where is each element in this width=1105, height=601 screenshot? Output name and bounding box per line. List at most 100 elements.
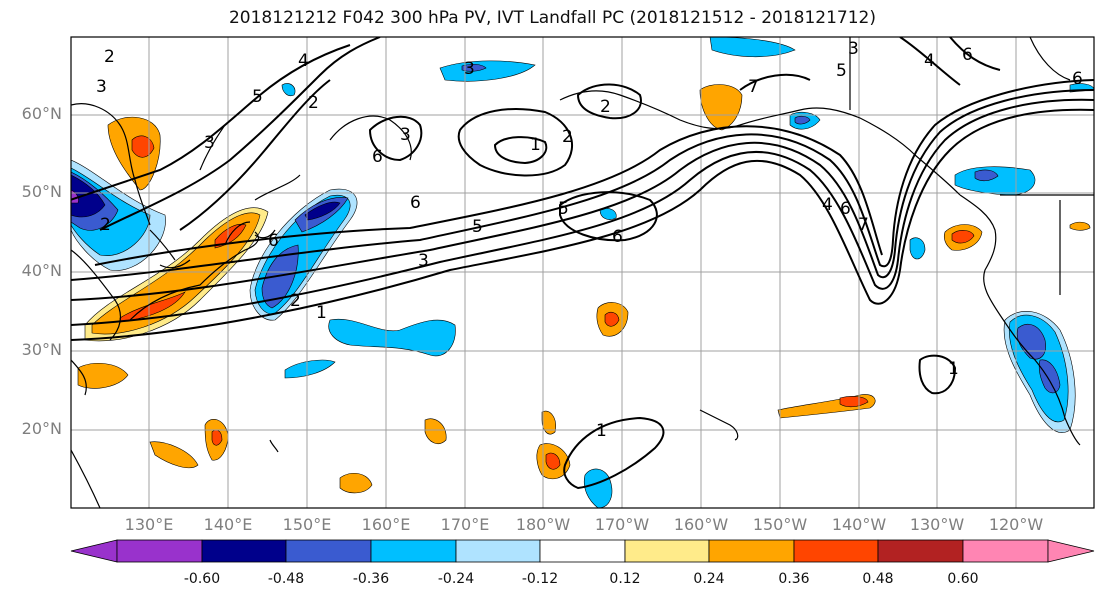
- contour-label: 2: [308, 93, 319, 113]
- colorbar-high-extension: [1047, 539, 1095, 563]
- colorbar-bin: [116, 539, 203, 563]
- contour-label: 1: [316, 303, 327, 323]
- lat-label: 30°N: [21, 340, 62, 359]
- lat-label: 60°N: [21, 104, 62, 123]
- ivt-shading: [71, 37, 1094, 508]
- contour-label: 3: [96, 77, 107, 97]
- colorbar-tick-label: -0.36: [352, 571, 390, 587]
- ivt-positive-region: [149, 441, 199, 469]
- colorbar: [70, 539, 1095, 563]
- map-title: 2018121212 F042 300 hPa PV, IVT Landfall…: [228, 8, 876, 28]
- contour-labels: 2 3 5 2 4 3 2 1 2 3 6 6 5 6 5 3 1 2 6 7 …: [96, 39, 1083, 441]
- lat-label: 40°N: [21, 261, 62, 280]
- contour-label: 7: [748, 77, 759, 97]
- map-plot-area: 2 3 5 2 4 3 2 1 2 3 6 6 5 6 5 3 1 2 6 7 …: [71, 37, 1094, 508]
- contour-label: 2: [100, 215, 111, 235]
- lon-label: 170°E: [440, 515, 490, 534]
- contour-label: 1: [530, 135, 541, 155]
- lon-label: 130°W: [909, 515, 965, 534]
- ivt-negative-region: [709, 37, 796, 58]
- contour-label: 3: [400, 125, 411, 145]
- colorbar-tick-label: -0.24: [437, 571, 475, 587]
- contour-label: 1: [948, 359, 959, 379]
- contour-label: 6: [372, 147, 383, 167]
- ivt-positive-region: [77, 362, 129, 389]
- ivt-negative-region: [974, 169, 999, 182]
- pv-contours: [71, 37, 1094, 490]
- ivt-negative-region: [304, 201, 341, 221]
- ivt-negative-region: [794, 115, 811, 125]
- contour-label: 2: [104, 47, 115, 67]
- lon-label: 170°W: [594, 515, 650, 534]
- colorbar-tick-label: 0.48: [862, 571, 894, 587]
- contour-label: 6: [840, 199, 851, 219]
- contour-label: 7: [858, 215, 869, 235]
- contour-label: 2: [290, 291, 301, 311]
- ivt-positive-region: [604, 311, 620, 327]
- colorbar-bin: [793, 539, 879, 563]
- colorbar-bin: [455, 539, 541, 563]
- map-frame: [70, 36, 1095, 509]
- lon-label: 150°W: [752, 515, 808, 534]
- ivt-positive-region: [545, 452, 561, 470]
- colorbar-bin: [877, 539, 964, 563]
- colorbar-bin: [201, 539, 287, 563]
- contour-label: 5: [836, 61, 847, 81]
- ivt-negative-region: [461, 63, 487, 72]
- contour-label: 5: [558, 199, 569, 219]
- contour-label: 4: [822, 195, 833, 215]
- colorbar-low-extension: [70, 539, 118, 563]
- colorbar-tick-label: 0.12: [609, 571, 641, 587]
- ivt-positive-region: [424, 418, 447, 444]
- contour-label: 3: [204, 133, 215, 153]
- colorbar-bin: [624, 539, 710, 563]
- coastlines: [71, 37, 1094, 508]
- ivt-negative-region: [1016, 324, 1046, 360]
- lat-label: 20°N: [21, 419, 62, 438]
- contour-label: 3: [848, 39, 859, 59]
- lon-label: 180°W: [515, 515, 571, 534]
- ivt-positive-region: [214, 223, 247, 249]
- ivt-positive-region: [339, 472, 373, 494]
- contour-label: 3: [418, 251, 429, 271]
- ivt-positive-region: [1069, 221, 1091, 231]
- contour-label: 6: [268, 231, 279, 251]
- ivt-positive-region: [951, 230, 975, 244]
- contour-label: 4: [924, 51, 935, 71]
- ivt-negative-region: [284, 359, 336, 379]
- contour-label: 6: [612, 227, 623, 247]
- lon-label: 140°E: [203, 515, 253, 534]
- lon-label: 140°W: [831, 515, 887, 534]
- lon-label: 120°W: [988, 515, 1044, 534]
- lon-label: 160°E: [361, 515, 411, 534]
- colorbar-bin: [539, 539, 626, 563]
- colorbar-tick-label: 0.24: [693, 571, 725, 587]
- contour-label: 1: [596, 421, 607, 441]
- colorbar-tick-label: -0.48: [267, 571, 305, 587]
- lon-label: 150°E: [282, 515, 332, 534]
- contour-label: 4: [298, 51, 309, 71]
- ivt-negative-region: [1038, 359, 1061, 394]
- colorbar-bin: [370, 539, 457, 563]
- ivt-negative-region: [583, 468, 613, 508]
- contour-label: 6: [1072, 69, 1083, 89]
- ivt-positive-region: [699, 84, 743, 131]
- ivt-negative-region: [909, 237, 926, 260]
- map-graticule: [71, 37, 1094, 508]
- ivt-negative-region: [599, 208, 617, 220]
- contour-label: 5: [472, 217, 483, 237]
- ivt-negative-region: [71, 174, 106, 218]
- contour-label: 3: [464, 59, 475, 79]
- colorbar-tick-label: -0.12: [521, 571, 559, 587]
- colorbar-tick-label: -0.60: [183, 571, 221, 587]
- contour-label: 6: [410, 193, 421, 213]
- ivt-positive-region: [839, 396, 869, 408]
- contour-label: 6: [962, 45, 973, 65]
- colorbar-bin: [962, 539, 1049, 563]
- lat-label: 50°N: [21, 182, 62, 201]
- contour-label: 2: [562, 127, 573, 147]
- colorbar-bin: [708, 539, 795, 563]
- contour-label: 5: [252, 87, 263, 107]
- ivt-negative-region: [281, 83, 296, 97]
